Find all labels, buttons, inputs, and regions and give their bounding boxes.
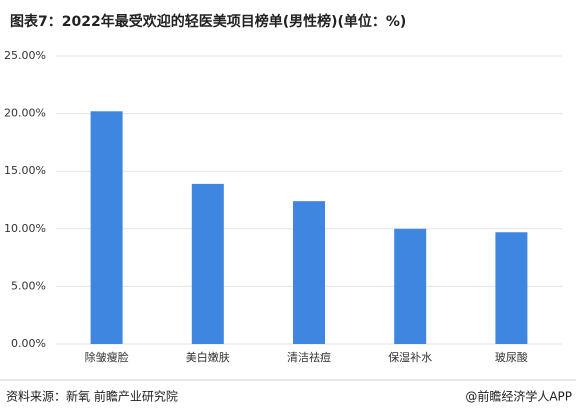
source: 资料来源：新氧 前瞻产业研究院 [6,389,178,404]
bar [191,183,224,344]
bar [90,111,123,345]
y-tick-label: 20.00% [4,107,46,120]
credit: @前瞻经济学人APP [465,389,572,404]
chart-title: 图表7：2022年最受欢迎的轻医美项目榜单(男性榜)(单位：%) [10,13,406,30]
x-tick-label: 除皱瘦脸 [85,350,129,364]
bar [495,232,528,344]
y-tick-label: 15.00% [4,164,46,177]
bar [293,201,325,344]
bar [394,228,427,344]
x-tick-label: 清洁祛痘 [287,350,331,364]
x-tick-label: 玻尿酸 [495,350,528,364]
y-tick-label: 5.00% [11,279,46,292]
y-tick-label: 10.00% [4,222,46,235]
x-tick-label: 美白嫩肤 [186,350,230,364]
y-tick-label: 25.00% [4,49,46,62]
x-tick-label: 保湿补水 [388,350,432,364]
y-tick-label: 0.00% [11,337,46,350]
